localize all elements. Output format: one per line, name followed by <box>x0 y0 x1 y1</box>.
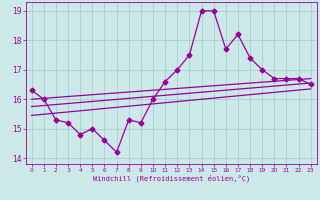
X-axis label: Windchill (Refroidissement éolien,°C): Windchill (Refroidissement éolien,°C) <box>92 175 250 182</box>
